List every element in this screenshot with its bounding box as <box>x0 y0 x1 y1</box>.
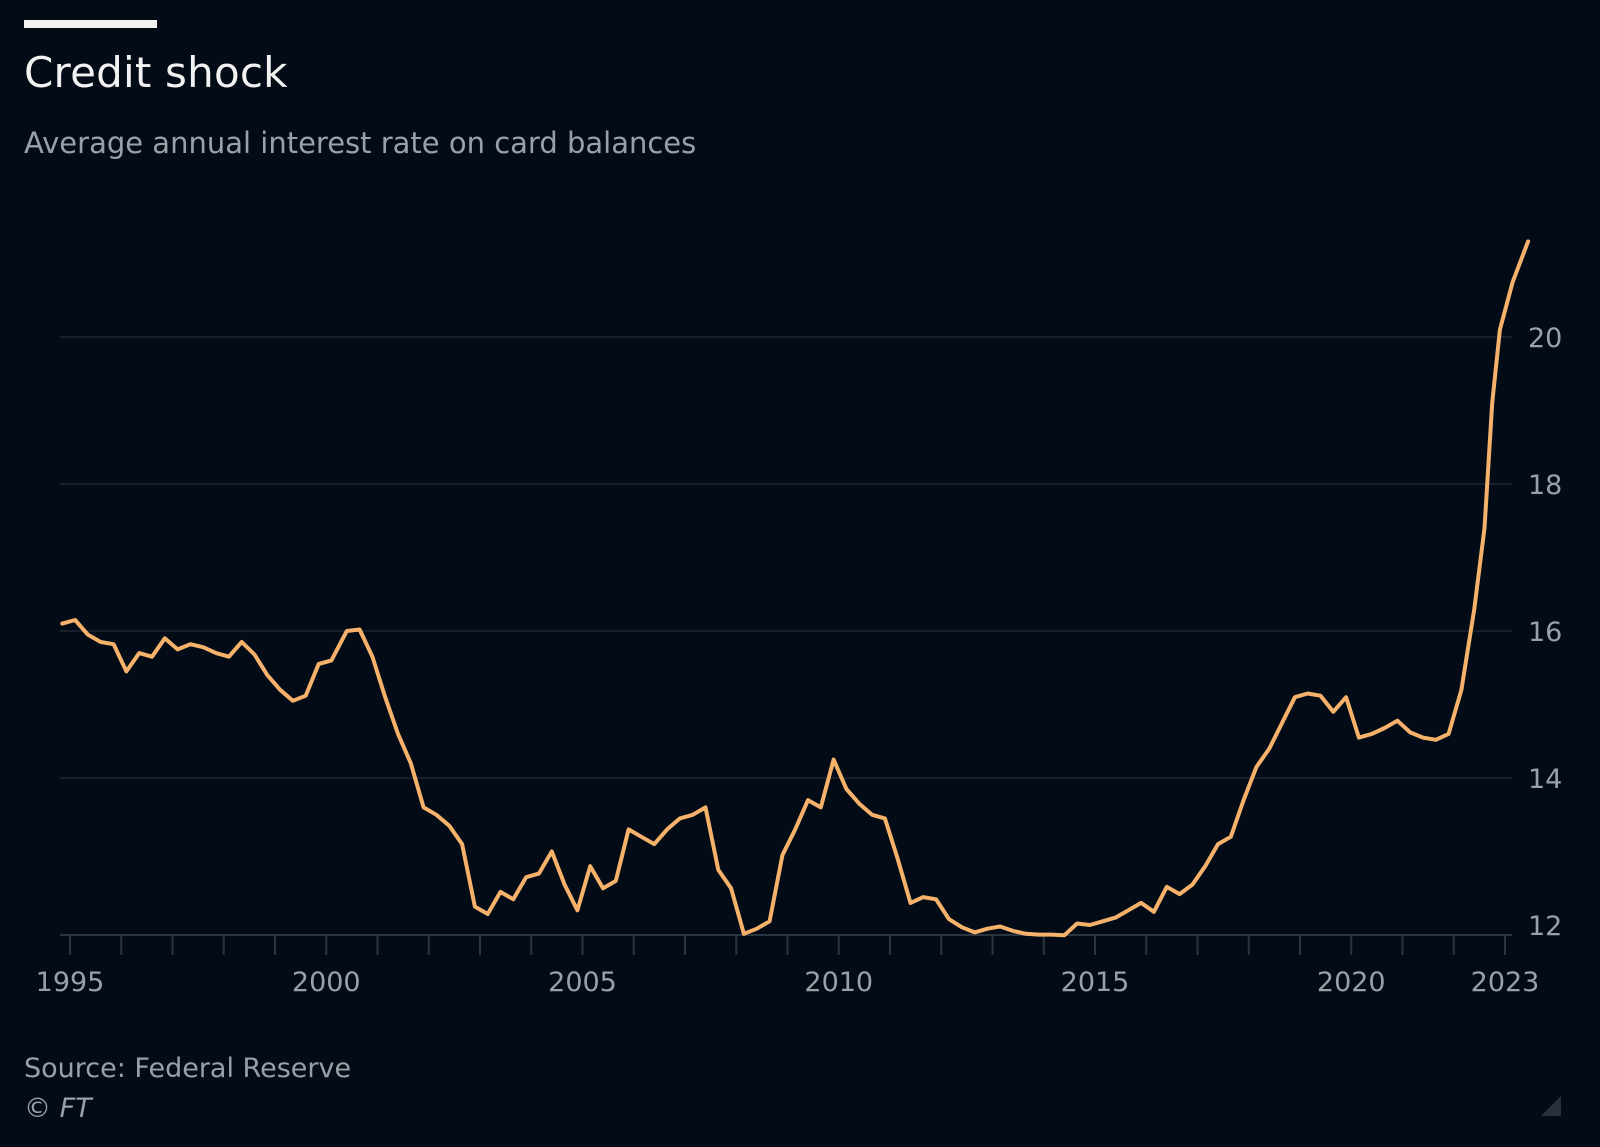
chart-subtitle: Average annual interest rate on card bal… <box>24 126 697 160</box>
series-layer <box>60 239 1531 938</box>
x-tick-label-2010: 2010 <box>804 967 873 998</box>
x-axis <box>60 934 1512 955</box>
copyright-note: © FT <box>24 1093 92 1124</box>
chart-title: Credit shock <box>24 48 288 97</box>
y-tick-label-16: 16 <box>1528 617 1562 648</box>
x-tick-label-1995: 1995 <box>36 967 105 998</box>
y-tick-label-20: 20 <box>1528 323 1562 354</box>
source-note: Source: Federal Reserve <box>24 1053 352 1084</box>
y-tick-label-12: 12 <box>1528 911 1562 942</box>
x-tick-labels: 1995 2000 2005 2010 2015 2020 2023 <box>36 967 1540 998</box>
x-tick-label-2015: 2015 <box>1061 967 1130 998</box>
x-tick-label-2020: 2020 <box>1317 967 1386 998</box>
gridlines <box>60 336 1512 779</box>
series-line-0 <box>60 239 1531 938</box>
corner-marker <box>1541 1096 1561 1116</box>
y-axis: 12 14 16 18 20 <box>1528 323 1562 942</box>
y-tick-label-14: 14 <box>1528 764 1562 795</box>
x-tick-label-2005: 2005 <box>548 967 617 998</box>
title-accent-bar <box>24 20 157 28</box>
y-tick-label-18: 18 <box>1528 470 1562 501</box>
x-tick-label-2000: 2000 <box>292 967 361 998</box>
x-tick-label-2023: 2023 <box>1471 967 1540 998</box>
